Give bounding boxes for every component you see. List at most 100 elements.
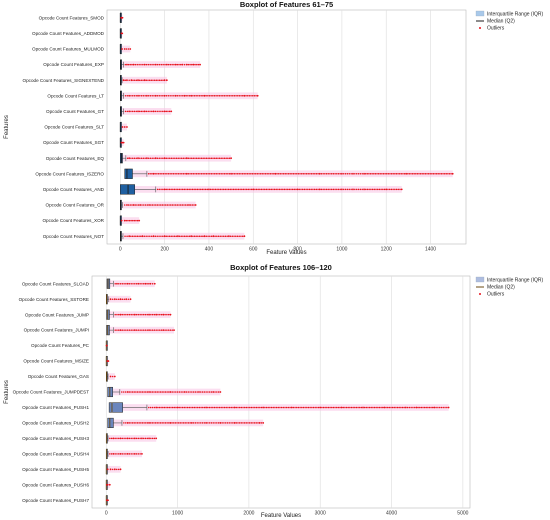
outlier-point bbox=[167, 157, 169, 159]
outlier-point bbox=[126, 126, 128, 128]
outlier-point bbox=[218, 406, 221, 409]
outlier-point bbox=[262, 188, 264, 191]
outlier-point bbox=[206, 188, 209, 191]
outlier-point bbox=[185, 406, 187, 409]
outlier-point bbox=[164, 63, 166, 66]
outlier-point bbox=[183, 94, 186, 97]
outlier-point bbox=[259, 173, 262, 175]
outlier-point bbox=[145, 422, 147, 424]
outlier-point bbox=[214, 422, 216, 424]
outlier-point bbox=[171, 391, 173, 393]
category-label: Opcode Count Features_PUSH1 bbox=[22, 405, 89, 410]
outlier-point bbox=[153, 313, 156, 316]
outlier-point bbox=[128, 282, 131, 285]
outlier-point bbox=[148, 313, 150, 316]
outlier-point bbox=[166, 313, 168, 316]
outlier-point bbox=[147, 63, 150, 66]
outlier-point bbox=[151, 110, 153, 113]
outlier-point bbox=[154, 391, 157, 393]
outlier-point bbox=[193, 406, 196, 409]
outlier-point bbox=[178, 188, 181, 191]
chart-title: Boxplot of Features 106–120 bbox=[230, 263, 332, 272]
outlier-point bbox=[161, 204, 164, 206]
outlier-point bbox=[205, 422, 208, 424]
outlier-point bbox=[203, 188, 205, 191]
outlier-point bbox=[225, 157, 227, 159]
iqr-box bbox=[124, 168, 133, 179]
outlier-point bbox=[166, 422, 168, 424]
outlier-point bbox=[125, 282, 127, 285]
outlier-point bbox=[375, 406, 377, 409]
outlier-point bbox=[304, 406, 306, 409]
outlier-point bbox=[139, 329, 141, 331]
outlier-point bbox=[143, 391, 145, 393]
outlier-point bbox=[153, 422, 155, 424]
outlier-point bbox=[325, 188, 328, 191]
outlier-point bbox=[247, 422, 249, 424]
outlier-point bbox=[125, 219, 128, 222]
outlier-point bbox=[188, 235, 191, 237]
outlier-point bbox=[217, 391, 220, 393]
outlier-point bbox=[210, 95, 212, 97]
outlier-point bbox=[230, 422, 232, 424]
outlier-point bbox=[123, 126, 126, 128]
outlier-point bbox=[190, 94, 193, 97]
outlier-point bbox=[162, 329, 165, 332]
outlier-point bbox=[131, 63, 133, 66]
outlier-point bbox=[168, 235, 171, 237]
outlier-point bbox=[139, 157, 141, 159]
outlier-point bbox=[348, 173, 351, 175]
outlier-point bbox=[265, 406, 268, 409]
outlier-point bbox=[252, 406, 254, 409]
outlier-point bbox=[166, 173, 168, 175]
outlier-point bbox=[450, 173, 452, 175]
outlier-point bbox=[191, 63, 193, 66]
legend: Interquartile Range (IQR)Median (Q2)Outl… bbox=[475, 10, 543, 32]
outlier-point bbox=[147, 110, 149, 113]
x-tick-label: 5000 bbox=[457, 511, 468, 517]
outlier-point bbox=[365, 188, 367, 191]
outlier-point bbox=[427, 406, 429, 409]
outlier-point bbox=[236, 235, 239, 237]
outlier-point bbox=[189, 157, 191, 159]
outlier-point bbox=[403, 406, 405, 409]
outlier-point bbox=[366, 188, 369, 191]
outlier-point bbox=[128, 391, 131, 393]
outlier-point bbox=[335, 406, 338, 409]
outlier-point bbox=[119, 452, 122, 455]
outlier-point bbox=[114, 282, 116, 285]
outlier-point bbox=[329, 188, 331, 191]
outlier-point bbox=[156, 95, 159, 97]
outlier-point bbox=[154, 422, 157, 424]
outlier-point bbox=[216, 235, 218, 237]
outlier-point bbox=[232, 188, 235, 191]
outlier-point bbox=[202, 173, 204, 175]
outlier-point bbox=[248, 422, 251, 424]
outlier-point bbox=[176, 95, 179, 97]
outlier-point bbox=[292, 406, 295, 409]
outlier-point bbox=[243, 406, 246, 409]
outlier-point bbox=[135, 422, 137, 424]
outlier-point bbox=[277, 188, 279, 191]
outlier-point bbox=[201, 422, 204, 424]
outlier-point bbox=[367, 406, 369, 409]
outlier-point bbox=[156, 157, 159, 159]
outlier-point bbox=[151, 422, 154, 424]
outlier-point bbox=[381, 173, 383, 175]
outlier-point bbox=[247, 188, 250, 191]
outlier-point bbox=[178, 204, 180, 206]
outlier-point bbox=[131, 219, 134, 222]
outlier-point bbox=[149, 282, 152, 285]
outlier-point bbox=[258, 173, 260, 175]
outlier-point bbox=[141, 313, 143, 316]
outlier-point bbox=[291, 188, 294, 191]
outlier-point bbox=[150, 329, 152, 331]
outlier-point bbox=[190, 173, 193, 175]
outlier-point bbox=[301, 406, 303, 409]
outlier-point bbox=[183, 63, 186, 66]
outlier-point bbox=[339, 188, 341, 191]
outlier-point bbox=[223, 173, 226, 175]
outlier-point bbox=[395, 188, 398, 191]
outlier-point bbox=[167, 63, 170, 66]
outlier-point bbox=[138, 79, 141, 81]
